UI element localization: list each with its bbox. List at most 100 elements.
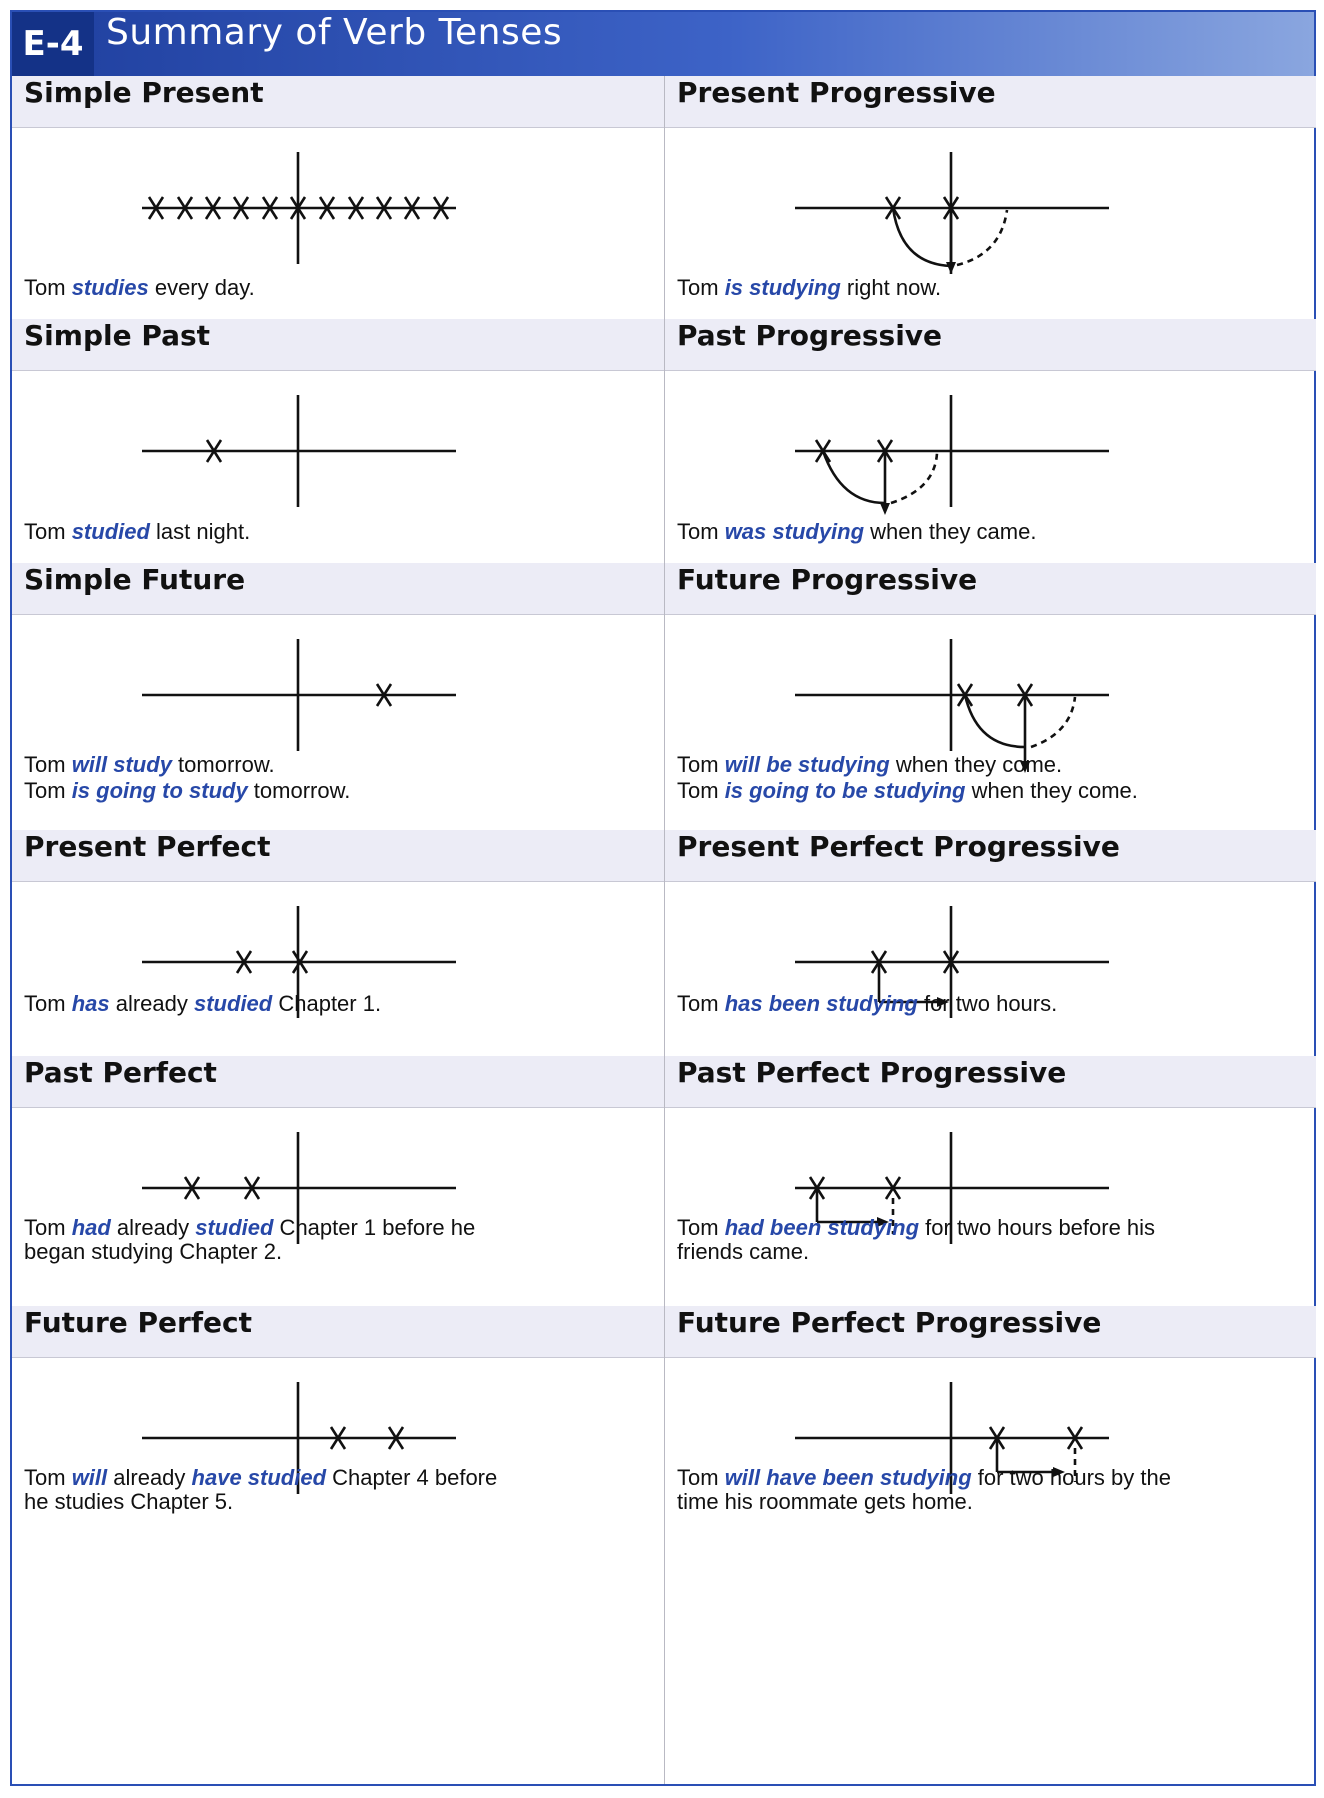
tense-name: Past Perfect (24, 1056, 217, 1089)
sentence-text: Tom (677, 1215, 725, 1240)
tense-cell-present-perfect: Present Perfect Tom has already studied C… (12, 830, 664, 1056)
tense-header: Future Perfect Progressive (665, 1306, 1316, 1358)
tense-name: Present Progressive (677, 76, 996, 109)
example-sentence: Tom had been studying for two hours befo… (677, 1214, 1155, 1242)
sentence-text: Chapter 1 before he (273, 1215, 476, 1240)
verb-form-highlight: was studying (724, 519, 865, 544)
sentence-text: Chapter 1. (272, 991, 382, 1016)
sentence-text: Chapter 4 before (326, 1465, 498, 1490)
example-sentence: Tom studied last night. (24, 518, 250, 546)
sentence-text: when they come. (889, 752, 1063, 777)
sentence-text: Tom (24, 991, 72, 1016)
tense-name: Simple Past (24, 319, 211, 352)
sentence-text: Tom (677, 519, 725, 544)
tense-cell-past-progressive: Past Progressive Tom was studying when th… (665, 319, 1316, 563)
timeline-diagram (795, 1132, 1109, 1244)
verb-form-highlight: had been studying (724, 1215, 920, 1240)
example-sentence: Tom had already studied Chapter 1 before… (24, 1214, 475, 1242)
tense-header: Future Progressive (665, 563, 1316, 615)
example-sentence: Tom studies every day. (24, 274, 255, 302)
timeline-diagram (142, 152, 456, 264)
example-sentence: Tom has been studying for two hours. (677, 990, 1057, 1018)
sentence-text: Tom (677, 991, 725, 1016)
sentence-text: for two hours before his (919, 1215, 1156, 1240)
example-sentence: Tom will be studying when they come. (677, 751, 1062, 779)
timeline-diagram (142, 1382, 456, 1494)
example-sentence: friends came. (677, 1238, 809, 1266)
continuation-arc (956, 209, 1009, 267)
verb-form-highlight: will (71, 1465, 108, 1490)
event-x-mark (347, 196, 365, 220)
example-sentence: Tom will already have studied Chapter 4 … (24, 1464, 497, 1492)
tense-name: Future Progressive (677, 563, 978, 596)
sentence-text: Tom (677, 275, 725, 300)
tense-name: Present Perfect (24, 830, 271, 863)
sentence-text: for two hours by the (971, 1465, 1171, 1490)
timeline-diagram (142, 639, 456, 751)
progress-arc (891, 207, 952, 268)
tense-name: Past Perfect Progressive (677, 1056, 1067, 1089)
sentence-text: Tom (24, 1465, 72, 1490)
verb-form-highlight: will be studying (724, 752, 890, 777)
continuation-arc (890, 452, 939, 505)
verb-form-highlight: has (71, 991, 110, 1016)
verb-form-highlight: is going to study (71, 778, 248, 803)
arrow-head (880, 503, 890, 515)
sentence-text: Tom (24, 1215, 72, 1240)
tense-cell-past-perfect-progressive: Past Perfect Progressive Tom had been stu… (665, 1056, 1316, 1306)
section-code: E-4 (12, 12, 94, 76)
tense-cell-past-perfect: Past Perfect Tom had already studied Chap… (12, 1056, 664, 1306)
sentence-text: Tom (677, 752, 725, 777)
verb-form-highlight: have studied (191, 1465, 327, 1490)
verb-form-highlight: had (71, 1215, 111, 1240)
event-x-mark (432, 196, 450, 220)
example-sentence: Tom will study tomorrow. (24, 751, 275, 779)
verb-form-highlight: will study (71, 752, 172, 777)
verb-form-highlight: is going to be studying (724, 778, 966, 803)
arrow-head (877, 1217, 889, 1227)
timeline-diagram (795, 1382, 1109, 1494)
sentence-text: tomorrow. (171, 752, 275, 777)
event-x-mark (205, 439, 223, 463)
arrow-head (1053, 1467, 1065, 1477)
event-x-mark (261, 196, 279, 220)
tense-name: Simple Future (24, 563, 246, 596)
tense-cell-present-perfect-progressive: Present Perfect Progressive Tom has been … (665, 830, 1316, 1056)
column-divider (664, 76, 665, 1784)
sentence-text: tomorrow. (247, 778, 351, 803)
example-sentence: time his roommate gets home. (677, 1488, 973, 1516)
tense-header: Past Perfect Progressive (665, 1056, 1316, 1108)
tense-name: Future Perfect Progressive (677, 1306, 1102, 1339)
sentence-text: already (109, 991, 194, 1016)
timeline-diagram (142, 1132, 456, 1244)
tense-cell-simple-past: Simple Past Tom studied last night. (12, 319, 664, 563)
tense-cell-present-progressive: Present Progressive Tom is studying right… (665, 76, 1316, 319)
sentence-text: time his roommate gets home. (677, 1489, 973, 1514)
sentence-text: already (107, 1465, 192, 1490)
example-sentence: Tom will have been studying for two hour… (677, 1464, 1171, 1492)
timeline-diagram (795, 906, 1109, 1018)
verb-form-highlight: studied (195, 1215, 274, 1240)
sentence-text: every day. (148, 275, 255, 300)
timeline-diagram (142, 395, 456, 507)
section-banner: E-4 Summary of Verb Tenses (12, 12, 1314, 76)
tense-cell-simple-future: Simple Future Tom will study tomorrow. Tom… (12, 563, 664, 830)
event-x-mark (235, 950, 253, 974)
sentence-text: Tom (677, 1465, 725, 1490)
event-x-mark (375, 196, 393, 220)
event-x-mark (291, 950, 309, 974)
sentence-text: he studies Chapter 5. (24, 1489, 234, 1514)
example-sentence: Tom is studying right now. (677, 274, 941, 302)
verb-form-highlight: has been studying (724, 991, 918, 1016)
timeline-diagram (142, 906, 456, 1018)
tense-cell-future-perfect-progressive: Future Perfect Progressive Tom will have … (665, 1306, 1316, 1786)
sentence-text: last night. (149, 519, 251, 544)
event-x-mark (884, 1176, 902, 1200)
arrow-head (1020, 761, 1030, 773)
tense-cell-future-perfect: Future Perfect Tom will already have stud… (12, 1306, 664, 1786)
timeline-diagram (795, 639, 1109, 773)
sentence-text: friends came. (677, 1239, 810, 1264)
event-x-mark (289, 196, 307, 220)
sentence-text: right now. (840, 275, 942, 300)
verb-form-highlight: will have been studying (724, 1465, 972, 1490)
